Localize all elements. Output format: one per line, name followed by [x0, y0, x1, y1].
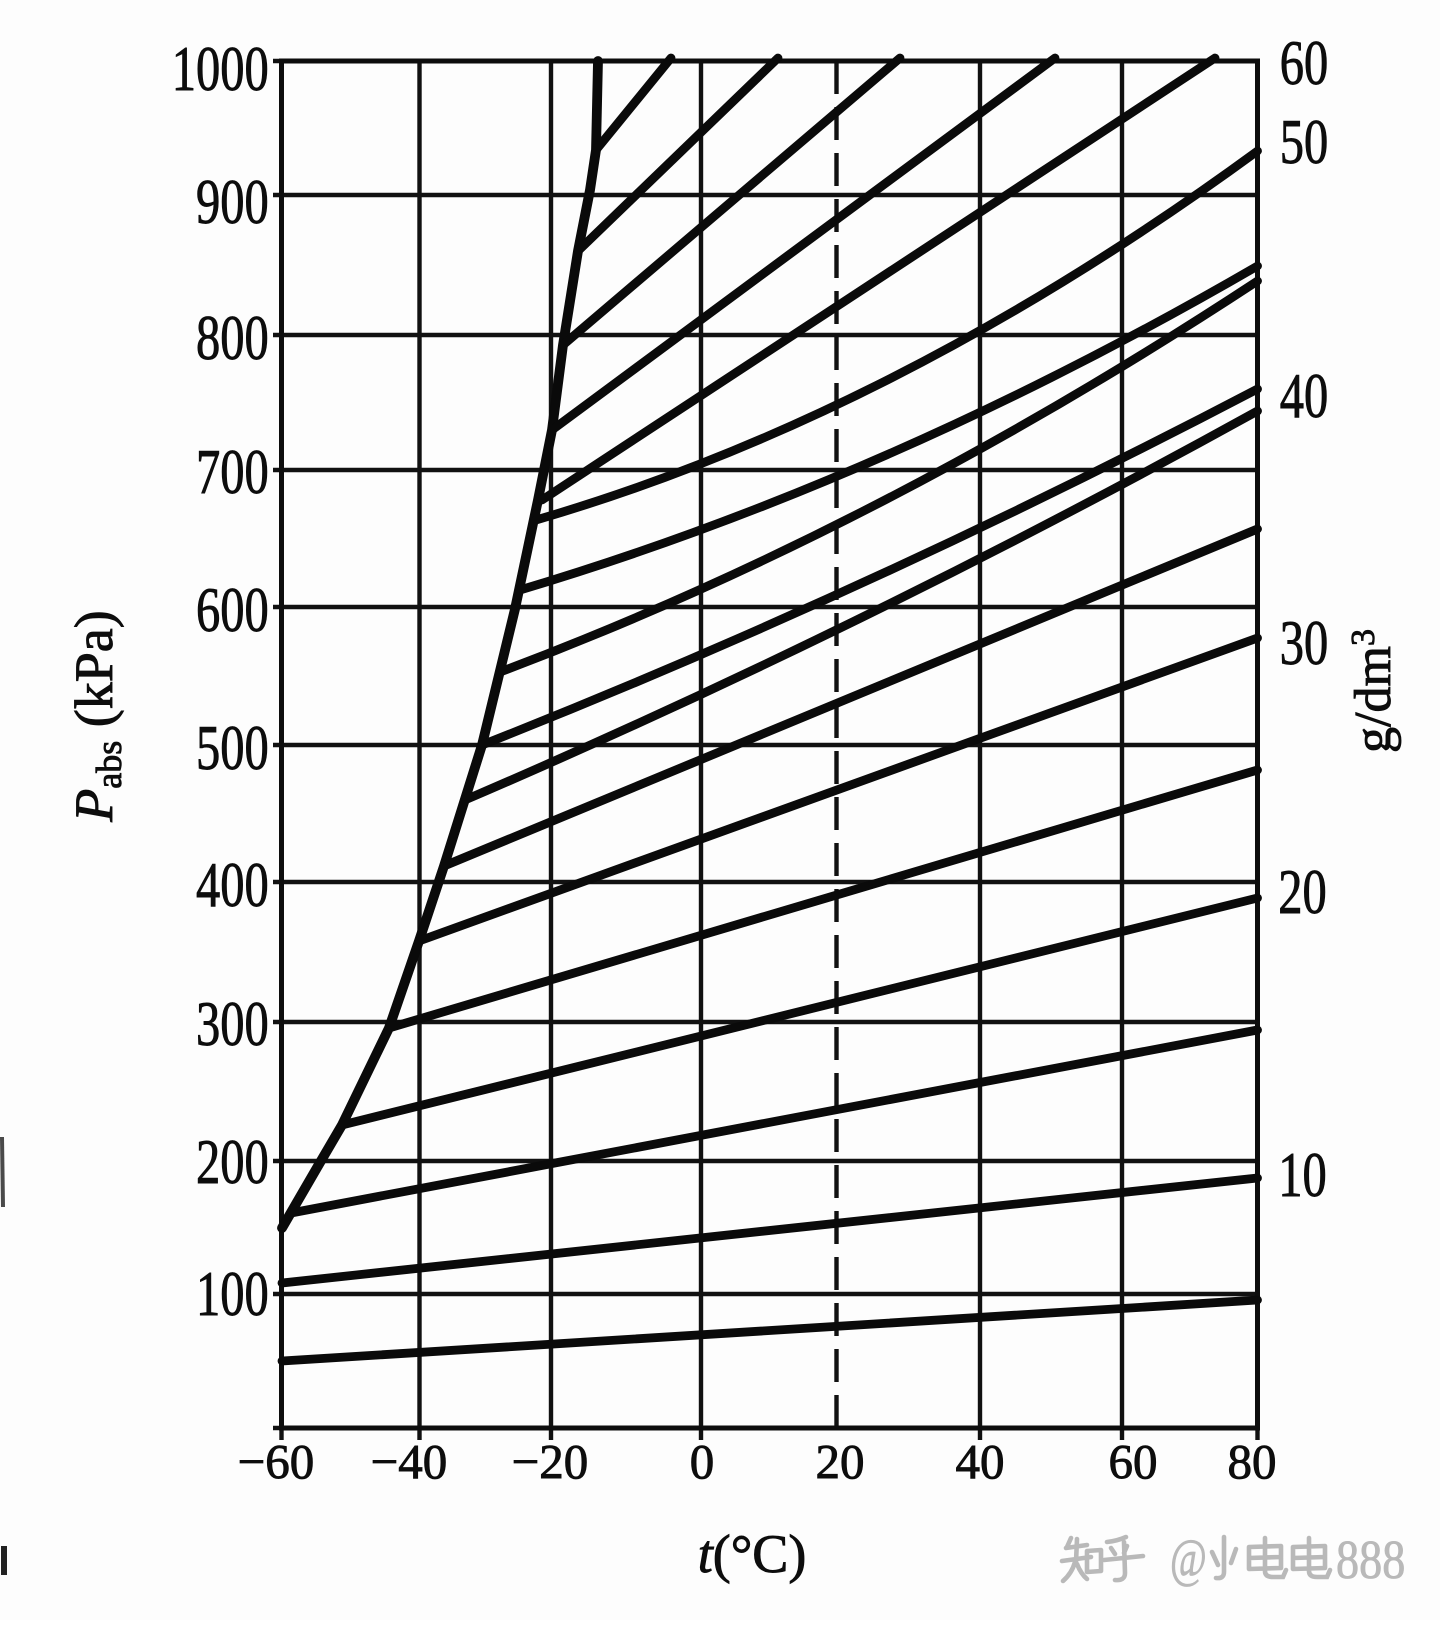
svg-text:80: 80 — [1228, 1434, 1277, 1489]
svg-text:800: 800 — [196, 304, 269, 373]
svg-text:g/dm3: g/dm3 — [1345, 629, 1402, 753]
svg-text:10: 10 — [1278, 1141, 1327, 1210]
svg-text:50: 50 — [1280, 108, 1329, 177]
svg-text:1000: 1000 — [172, 35, 269, 104]
svg-text:−60: −60 — [238, 1434, 315, 1489]
svg-text:20: 20 — [1278, 858, 1327, 927]
svg-text:0: 0 — [690, 1434, 715, 1489]
svg-text:700: 700 — [196, 438, 269, 507]
svg-text:600: 600 — [196, 576, 269, 645]
svg-text:30: 30 — [1280, 609, 1329, 678]
svg-text:200: 200 — [196, 1128, 269, 1197]
svg-text:888: 888 — [1336, 1529, 1405, 1590]
svg-text:100: 100 — [196, 1260, 269, 1329]
svg-text:Pabs (kPa): Pabs (kPa) — [64, 610, 129, 822]
svg-text:900: 900 — [196, 168, 269, 237]
svg-text:60: 60 — [1109, 1434, 1158, 1489]
svg-text:20: 20 — [816, 1434, 865, 1489]
svg-text:−40: −40 — [371, 1434, 448, 1489]
svg-text:40: 40 — [1280, 362, 1329, 431]
svg-text:300: 300 — [196, 990, 269, 1059]
svg-text:40: 40 — [956, 1434, 1005, 1489]
svg-text:−20: −20 — [512, 1434, 589, 1489]
svg-text:t(°C): t(°C) — [698, 1524, 807, 1584]
svg-text:@: @ — [1170, 1529, 1207, 1588]
svg-text:60: 60 — [1280, 29, 1329, 98]
svg-text:500: 500 — [196, 714, 269, 783]
svg-text:400: 400 — [196, 851, 269, 920]
